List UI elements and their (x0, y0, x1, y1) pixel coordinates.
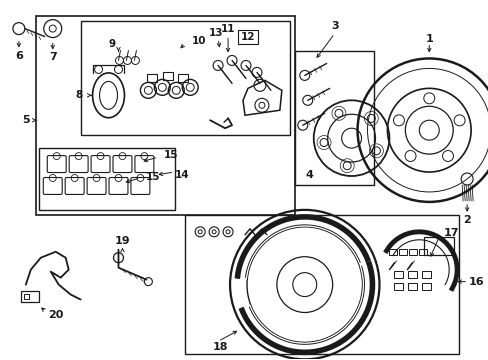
Bar (294, 50, 374, 185)
Bar (422, 271, 430, 278)
Bar (399, 249, 407, 255)
Text: 13: 13 (208, 28, 223, 37)
Text: 7: 7 (49, 53, 57, 63)
Text: 8: 8 (75, 90, 82, 100)
Text: 2: 2 (462, 215, 470, 225)
Bar (408, 249, 416, 255)
Bar (185, 215, 458, 354)
Text: 5: 5 (22, 115, 30, 125)
Bar (21, 291, 39, 302)
Text: 15: 15 (163, 150, 178, 160)
Bar (407, 271, 416, 278)
Bar (163, 72, 173, 80)
Bar (238, 30, 258, 44)
Bar (422, 283, 430, 289)
Bar (394, 271, 403, 278)
Bar (407, 283, 416, 289)
Text: 19: 19 (114, 236, 130, 246)
Bar (424, 237, 453, 255)
Bar (388, 249, 397, 255)
Text: 15: 15 (145, 172, 160, 182)
Text: 12: 12 (240, 32, 255, 41)
Bar (36, 15, 294, 215)
Text: 6: 6 (15, 51, 23, 62)
Text: 1: 1 (425, 33, 432, 44)
Text: 3: 3 (330, 21, 338, 31)
Bar (394, 283, 403, 289)
Text: 14: 14 (175, 170, 189, 180)
Bar (24, 293, 29, 298)
Text: 16: 16 (468, 276, 484, 287)
Text: 20: 20 (48, 310, 63, 320)
Text: 10: 10 (192, 36, 206, 46)
Text: 11: 11 (221, 24, 235, 33)
Text: 4: 4 (305, 170, 313, 180)
Bar (39, 148, 175, 210)
Bar (147, 75, 157, 82)
Text: 17: 17 (443, 228, 458, 238)
Bar (81, 21, 289, 135)
Bar (178, 75, 188, 82)
Text: 9: 9 (109, 39, 116, 49)
Bar (419, 249, 427, 255)
Text: 18: 18 (212, 342, 227, 352)
